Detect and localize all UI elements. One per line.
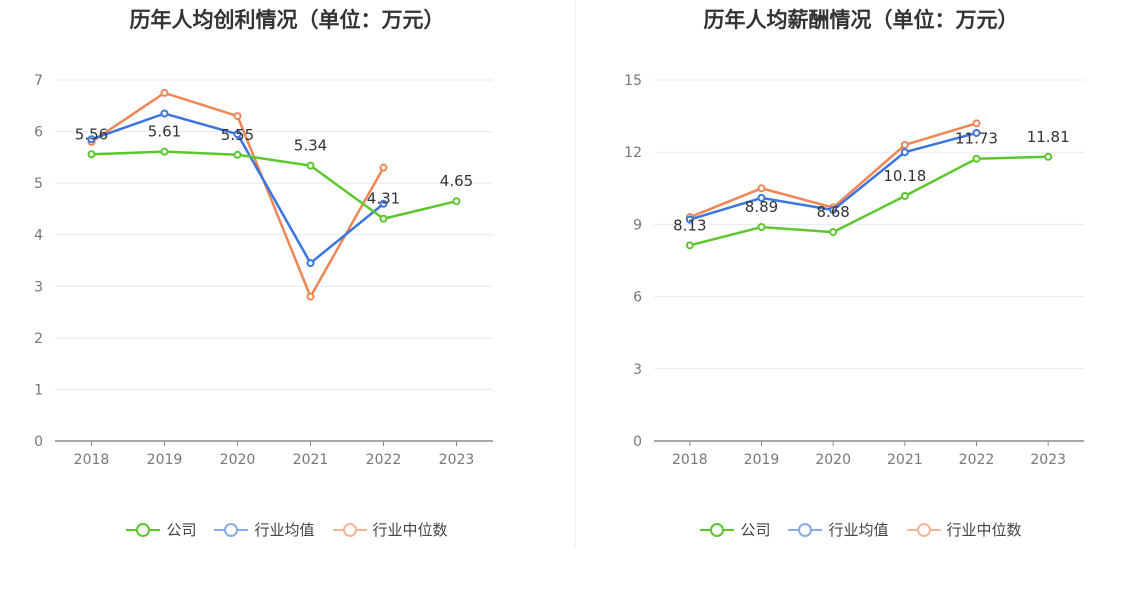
profit-chart-legend: 公司 行业均值 行业中位数	[0, 519, 574, 540]
y-tick-label: 6	[633, 290, 642, 306]
data-point-industry-median	[233, 112, 242, 121]
data-point-industry-median	[379, 163, 388, 172]
data-point-company	[306, 161, 315, 170]
data-label: 5.55	[221, 126, 254, 144]
data-point-industry-median	[900, 140, 909, 149]
salary-chart-panel: 历年人均薪酬情况（单位：万元） 0 3 6 9 12 15 2018 2019 2020 2021…	[574, 0, 1148, 589]
legend-marker-icon	[332, 522, 367, 537]
y-tick-label: 0	[34, 434, 43, 450]
x-tick-label: 2019	[147, 452, 183, 468]
data-point-company	[829, 228, 838, 237]
x-tick-label: 2021	[293, 452, 329, 468]
legend-marker-icon	[906, 522, 941, 537]
legend-item-industry-median[interactable]: 行业中位数	[332, 519, 448, 540]
x-tick-label: 2018	[74, 452, 110, 468]
x-tick-label: 2021	[887, 452, 923, 468]
data-point-company	[452, 197, 461, 206]
data-label: 11.81	[1027, 128, 1070, 146]
y-tick-label: 15	[624, 73, 642, 89]
data-label: 5.34	[294, 137, 327, 155]
data-label: 4.65	[440, 172, 473, 190]
y-tick-label: 9	[633, 217, 642, 233]
data-point-industry-avg	[160, 109, 169, 118]
y-tick-label: 7	[34, 73, 43, 89]
data-point-industry-avg	[829, 205, 838, 214]
x-tick-label: 2022	[959, 452, 995, 468]
legend-marker-icon	[700, 522, 735, 537]
data-point-industry-avg	[757, 193, 766, 202]
data-label: 4.31	[367, 190, 400, 208]
x-tick-label: 2023	[1030, 452, 1066, 468]
data-label: 5.56	[75, 125, 108, 143]
data-label: 5.61	[148, 123, 181, 141]
x-tick-label: 2018	[672, 452, 708, 468]
profit-chart-panel: 历年人均创利情况（单位：万元） 0 1 2 3 4 5 6 7 2018 2019 2020 2021…	[0, 8, 574, 540]
legend-marker-icon	[214, 522, 249, 537]
x-tick-label: 2020	[220, 452, 256, 468]
data-point-industry-avg	[306, 259, 315, 268]
legend-marker-icon	[788, 522, 823, 537]
data-label: 11.73	[955, 130, 998, 148]
data-label: 10.18	[883, 167, 926, 185]
data-point-industry-avg	[972, 128, 981, 137]
y-tick-label: 3	[34, 279, 43, 295]
data-point-company	[757, 223, 766, 232]
y-tick-label: 12	[624, 145, 642, 161]
data-point-company	[685, 241, 694, 250]
x-tick-label: 2023	[439, 452, 475, 468]
salary-chart-plot: 0 3 6 9 12 15 2018 2019 2020 2021 2022 2023 8.13 8.89…	[624, 73, 1084, 468]
data-point-company	[87, 150, 96, 159]
x-tick-label: 2022	[366, 452, 402, 468]
data-point-industry-avg	[685, 215, 694, 224]
y-tick-label: 4	[34, 228, 43, 244]
data-label: 8.68	[816, 203, 849, 221]
salary-chart-title: 历年人均薪酬情况（单位：万元）	[703, 8, 1019, 32]
data-point-industry-median	[972, 119, 981, 128]
data-point-industry-median	[160, 88, 169, 97]
x-tick-label: 2020	[815, 452, 851, 468]
series-line-company	[689, 155, 1049, 247]
y-tick-label: 1	[34, 382, 43, 398]
data-label: 8.89	[745, 198, 778, 216]
data-label: 8.13	[673, 216, 706, 234]
data-point-company	[900, 192, 909, 201]
legend-marker-icon	[126, 522, 161, 537]
legend-label-company: 公司	[740, 521, 771, 539]
profit-chart-title: 历年人均创利情况（单位：万元）	[129, 8, 445, 32]
data-point-company	[379, 214, 388, 223]
y-tick-label: 5	[34, 176, 43, 192]
x-tick-label: 2019	[744, 452, 780, 468]
data-point-industry-avg	[900, 148, 909, 157]
y-tick-label: 2	[34, 331, 43, 347]
data-point-company	[972, 154, 981, 163]
legend-label-industry-median: 行业中位数	[372, 521, 448, 539]
legend-item-industry-median[interactable]: 行业中位数	[906, 519, 1022, 540]
data-point-industry-median	[757, 184, 766, 193]
data-point-company	[233, 150, 242, 159]
legend-item-company[interactable]: 公司	[700, 519, 770, 540]
series-line-company	[91, 150, 457, 220]
data-point-company	[160, 147, 169, 156]
profit-chart-plot: 0 1 2 3 4 5 6 7 2018 2019 2020 2021 2022 2023 5.56 5.61…	[34, 73, 493, 468]
legend-label-industry-median: 行业中位数	[946, 521, 1022, 539]
y-tick-label: 3	[633, 362, 642, 378]
legend-item-industry-avg[interactable]: 行业均值	[788, 519, 889, 540]
legend-label-industry-avg: 行业均值	[254, 521, 315, 539]
legend-item-industry-avg[interactable]: 行业均值	[214, 519, 315, 540]
legend-label-industry-avg: 行业均值	[828, 521, 889, 539]
legend-label-company: 公司	[166, 521, 197, 539]
data-point-industry-avg	[379, 199, 388, 208]
salary-chart-legend: 公司 行业均值 行业中位数	[574, 519, 1148, 540]
data-point-industry-avg	[233, 130, 242, 139]
data-point-company	[1044, 152, 1053, 161]
y-tick-label: 0	[633, 434, 642, 450]
data-point-industry-median	[306, 292, 315, 301]
y-tick-label: 6	[34, 125, 43, 141]
legend-item-company[interactable]: 公司	[126, 519, 196, 540]
panel-divider	[575, 0, 576, 548]
data-point-industry-avg	[87, 135, 96, 144]
